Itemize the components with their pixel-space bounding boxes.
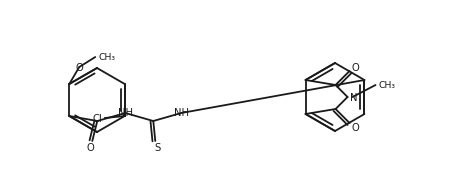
Text: O: O	[86, 143, 94, 153]
Text: CH₃: CH₃	[378, 80, 396, 89]
Text: CH₃: CH₃	[98, 52, 115, 61]
Text: NH: NH	[174, 108, 189, 118]
Text: N: N	[350, 93, 357, 103]
Text: S: S	[154, 143, 160, 153]
Text: O: O	[351, 123, 359, 133]
Text: O: O	[75, 63, 83, 73]
Text: NH: NH	[118, 108, 133, 118]
Text: O: O	[351, 63, 359, 73]
Text: Cl: Cl	[93, 114, 103, 124]
